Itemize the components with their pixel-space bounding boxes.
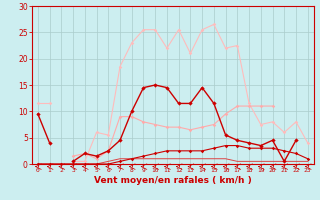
X-axis label: Vent moyen/en rafales ( km/h ): Vent moyen/en rafales ( km/h ) bbox=[94, 176, 252, 185]
